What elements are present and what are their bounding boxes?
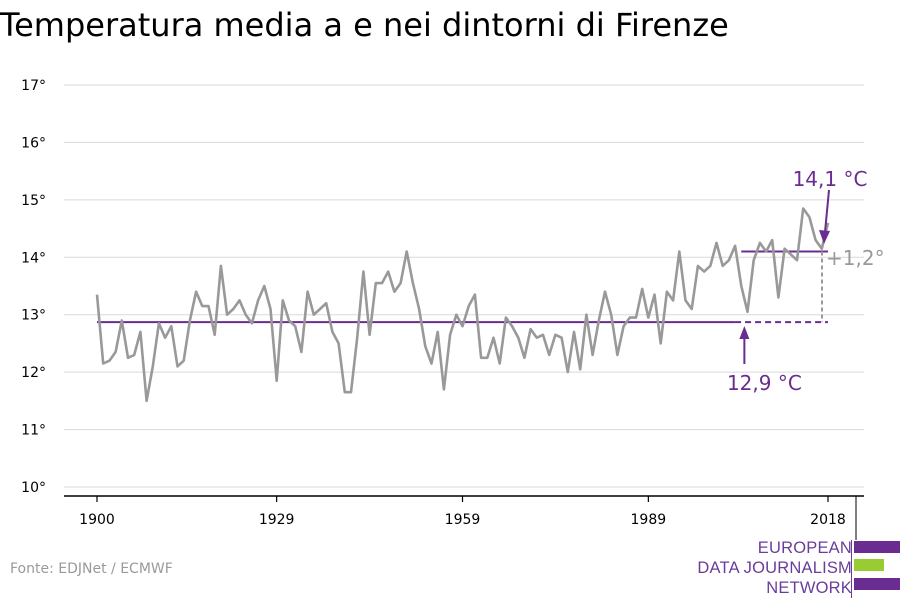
x-tick-label: 1900 <box>79 512 115 528</box>
logo-bar-bottom <box>854 578 900 590</box>
y-tick-label: 15° <box>21 193 46 209</box>
chart-title: Temperatura media a e nei dintorni di Fi… <box>0 6 729 44</box>
logo-line-2: DATA JOURNALISM <box>697 559 852 577</box>
y-tick-label: 16° <box>21 135 46 151</box>
temperature-series-line <box>95 207 830 403</box>
edjnet-logo: EUROPEAN DATA JOURNALISM NETWORK <box>680 538 900 598</box>
recent-arrow-head <box>819 230 830 244</box>
recent-arrow-shaft <box>824 189 830 233</box>
logo-line-3: NETWORK <box>766 579 852 597</box>
logo-line-1: EUROPEAN <box>757 539 852 557</box>
y-tick-label: 13° <box>21 308 46 324</box>
logo-divider <box>851 540 852 598</box>
y-tick-label: 12° <box>21 365 46 381</box>
y-tick-label: 10° <box>21 480 46 496</box>
logo-bar-middle <box>854 559 900 571</box>
x-tick-label: 1989 <box>631 512 667 528</box>
y-tick-label: 14° <box>21 250 46 266</box>
x-tick-label: 1929 <box>259 512 295 528</box>
baseline-arrow-head <box>739 326 750 339</box>
logo-wordmark: EUROPEAN DATA JOURNALISM NETWORK <box>697 538 852 598</box>
source-note: Fonte: EDJNet / ECMWF <box>10 561 173 577</box>
y-tick-label: 11° <box>21 423 46 439</box>
x-tick-label: 2018 <box>810 512 846 528</box>
baseline-label: 12,9 °C <box>727 371 802 395</box>
x-tick-label: 1959 <box>445 512 481 528</box>
logo-bar-top <box>854 541 900 553</box>
difference-label: +1,2° <box>826 246 885 270</box>
y-tick-label: 17° <box>21 78 46 94</box>
recent-label: 14,1 °C <box>793 167 868 191</box>
